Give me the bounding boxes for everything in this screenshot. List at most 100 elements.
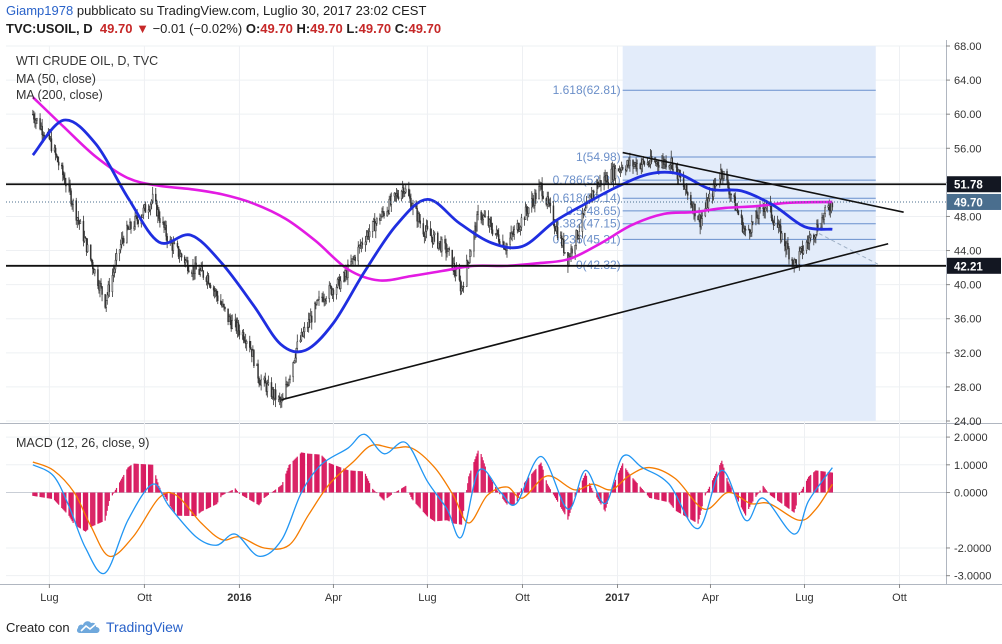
level-tag-box: [947, 176, 1001, 193]
candle-body: [455, 269, 458, 276]
candle-body: [581, 213, 584, 232]
candle: [506, 242, 508, 258]
candle-body: [687, 192, 689, 196]
candle: [519, 225, 522, 236]
candle-body: [386, 211, 388, 217]
fibonacci-extension[interactable]: 1.618(62.81)1(54.98)0.786(52.27)0.618(50…: [553, 46, 876, 421]
legend-ma50[interactable]: MA (50, close): [16, 72, 96, 86]
candle-body: [701, 215, 703, 219]
candle-body: [524, 206, 527, 220]
candle-body: [402, 187, 405, 194]
candle: [441, 236, 443, 257]
candle-body: [285, 383, 287, 398]
trendline-resistance[interactable]: [622, 151, 904, 213]
candle: [626, 160, 628, 173]
tradingview-brand[interactable]: TradingView: [106, 619, 184, 635]
candle-body: [119, 244, 122, 251]
candle: [538, 179, 540, 200]
candle-body: [665, 159, 667, 168]
macd-tick-label: 2.0000: [954, 432, 988, 444]
candle: [648, 160, 651, 168]
candle: [808, 230, 811, 251]
candle: [596, 178, 598, 199]
candle-body: [762, 207, 764, 209]
candle: [274, 383, 277, 408]
candle: [744, 225, 747, 237]
candle: [781, 230, 783, 243]
candle-body: [773, 222, 776, 226]
open-value: 49.70: [260, 21, 293, 36]
candle-body: [430, 235, 433, 238]
candle: [788, 245, 790, 265]
candle: [751, 214, 753, 237]
candle-body: [83, 237, 86, 242]
candle-body: [180, 253, 183, 258]
candle-body: [302, 331, 305, 337]
time-tick-label: 2017: [605, 592, 629, 604]
candle-body: [798, 251, 801, 265]
candle-body: [418, 213, 420, 222]
candle-body: [339, 280, 342, 289]
fib-zone[interactable]: [622, 46, 876, 421]
drawn-lines[interactable]: [6, 151, 946, 401]
candle-body: [368, 231, 371, 238]
trendline-support[interactable]: [281, 242, 889, 401]
candle: [365, 230, 368, 246]
candle: [603, 172, 605, 191]
candle-body: [317, 299, 319, 301]
candle: [227, 308, 229, 326]
candle: [36, 117, 38, 125]
candle-body: [466, 260, 469, 263]
candle-body: [86, 244, 89, 253]
candle: [397, 190, 400, 201]
candle: [55, 153, 58, 159]
legend-ma200[interactable]: MA (200, close): [16, 88, 103, 102]
candle: [527, 207, 530, 218]
candle: [386, 206, 388, 217]
candle: [577, 234, 580, 240]
candle-body: [771, 217, 774, 222]
candle: [802, 245, 805, 255]
candle-body: [184, 260, 187, 264]
candle-body: [227, 308, 229, 322]
candle-body: [593, 190, 595, 193]
candle: [202, 270, 205, 280]
candle: [459, 275, 462, 296]
author-link[interactable]: Giamp1978: [6, 3, 74, 18]
candle: [480, 209, 482, 224]
candle: [127, 224, 129, 231]
candle: [403, 191, 406, 197]
legend-macd[interactable]: MACD (12, 26, close, 9): [16, 436, 149, 450]
last-price: 49.70: [99, 21, 133, 36]
price-chart[interactable]: 1.618(62.81)1(54.98)0.786(52.27)0.618(50…: [0, 40, 1002, 612]
candle-body: [642, 159, 645, 162]
candle-body: [730, 193, 732, 196]
tradingview-cloud-icon[interactable]: [76, 618, 102, 636]
candle: [801, 240, 804, 260]
candle: [335, 284, 338, 300]
candle-body: [201, 266, 204, 272]
time-tick-label: Apr: [702, 592, 719, 604]
candle-body: [564, 251, 566, 254]
level-tag: 51.78: [947, 176, 1001, 193]
candle-body: [257, 363, 259, 379]
candle-body: [123, 238, 125, 243]
candle-body: [79, 220, 82, 225]
ma50-line: [31, 118, 833, 354]
candle-body: [54, 147, 57, 155]
candle-body: [726, 171, 728, 181]
candle: [101, 285, 103, 302]
candle-body: [563, 239, 565, 253]
candle-body: [188, 270, 190, 273]
candle-body: [576, 230, 578, 239]
candle: [231, 314, 233, 330]
candle: [100, 278, 102, 289]
candle-body: [351, 258, 353, 262]
candle-body: [552, 205, 555, 225]
candle-body: [163, 221, 165, 228]
candle-body: [781, 232, 783, 240]
candle: [347, 259, 349, 286]
candle: [260, 374, 262, 391]
candle-body: [626, 164, 628, 171]
candle-body: [253, 350, 255, 367]
